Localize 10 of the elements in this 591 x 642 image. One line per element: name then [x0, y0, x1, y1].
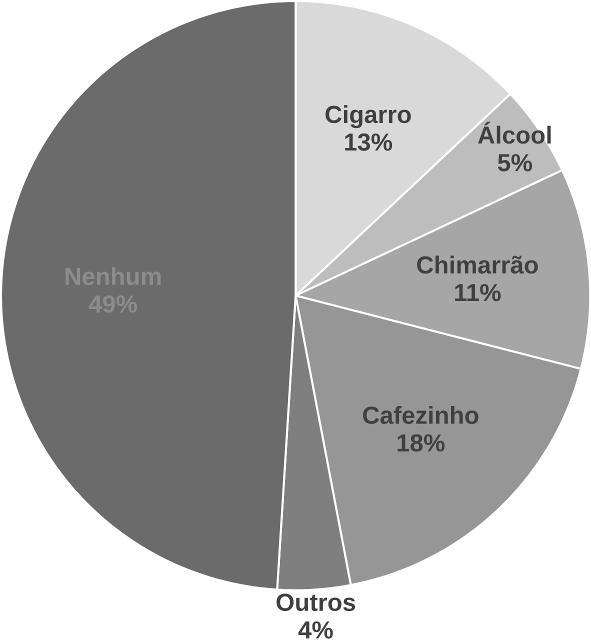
data-label: 5% — [498, 154, 532, 172]
data-label: 13% — [345, 133, 392, 151]
slice-label: Outros — [276, 594, 355, 612]
data-label: 18% — [398, 434, 444, 452]
slice-label: Cafezinho — [362, 406, 478, 424]
data-label: 4% — [298, 621, 333, 639]
slice-label: Chimarrão — [416, 256, 538, 274]
slice-label: Cigarro — [325, 105, 411, 128]
data-label: 11% — [455, 284, 501, 302]
slice-label: Álcool — [478, 122, 551, 144]
